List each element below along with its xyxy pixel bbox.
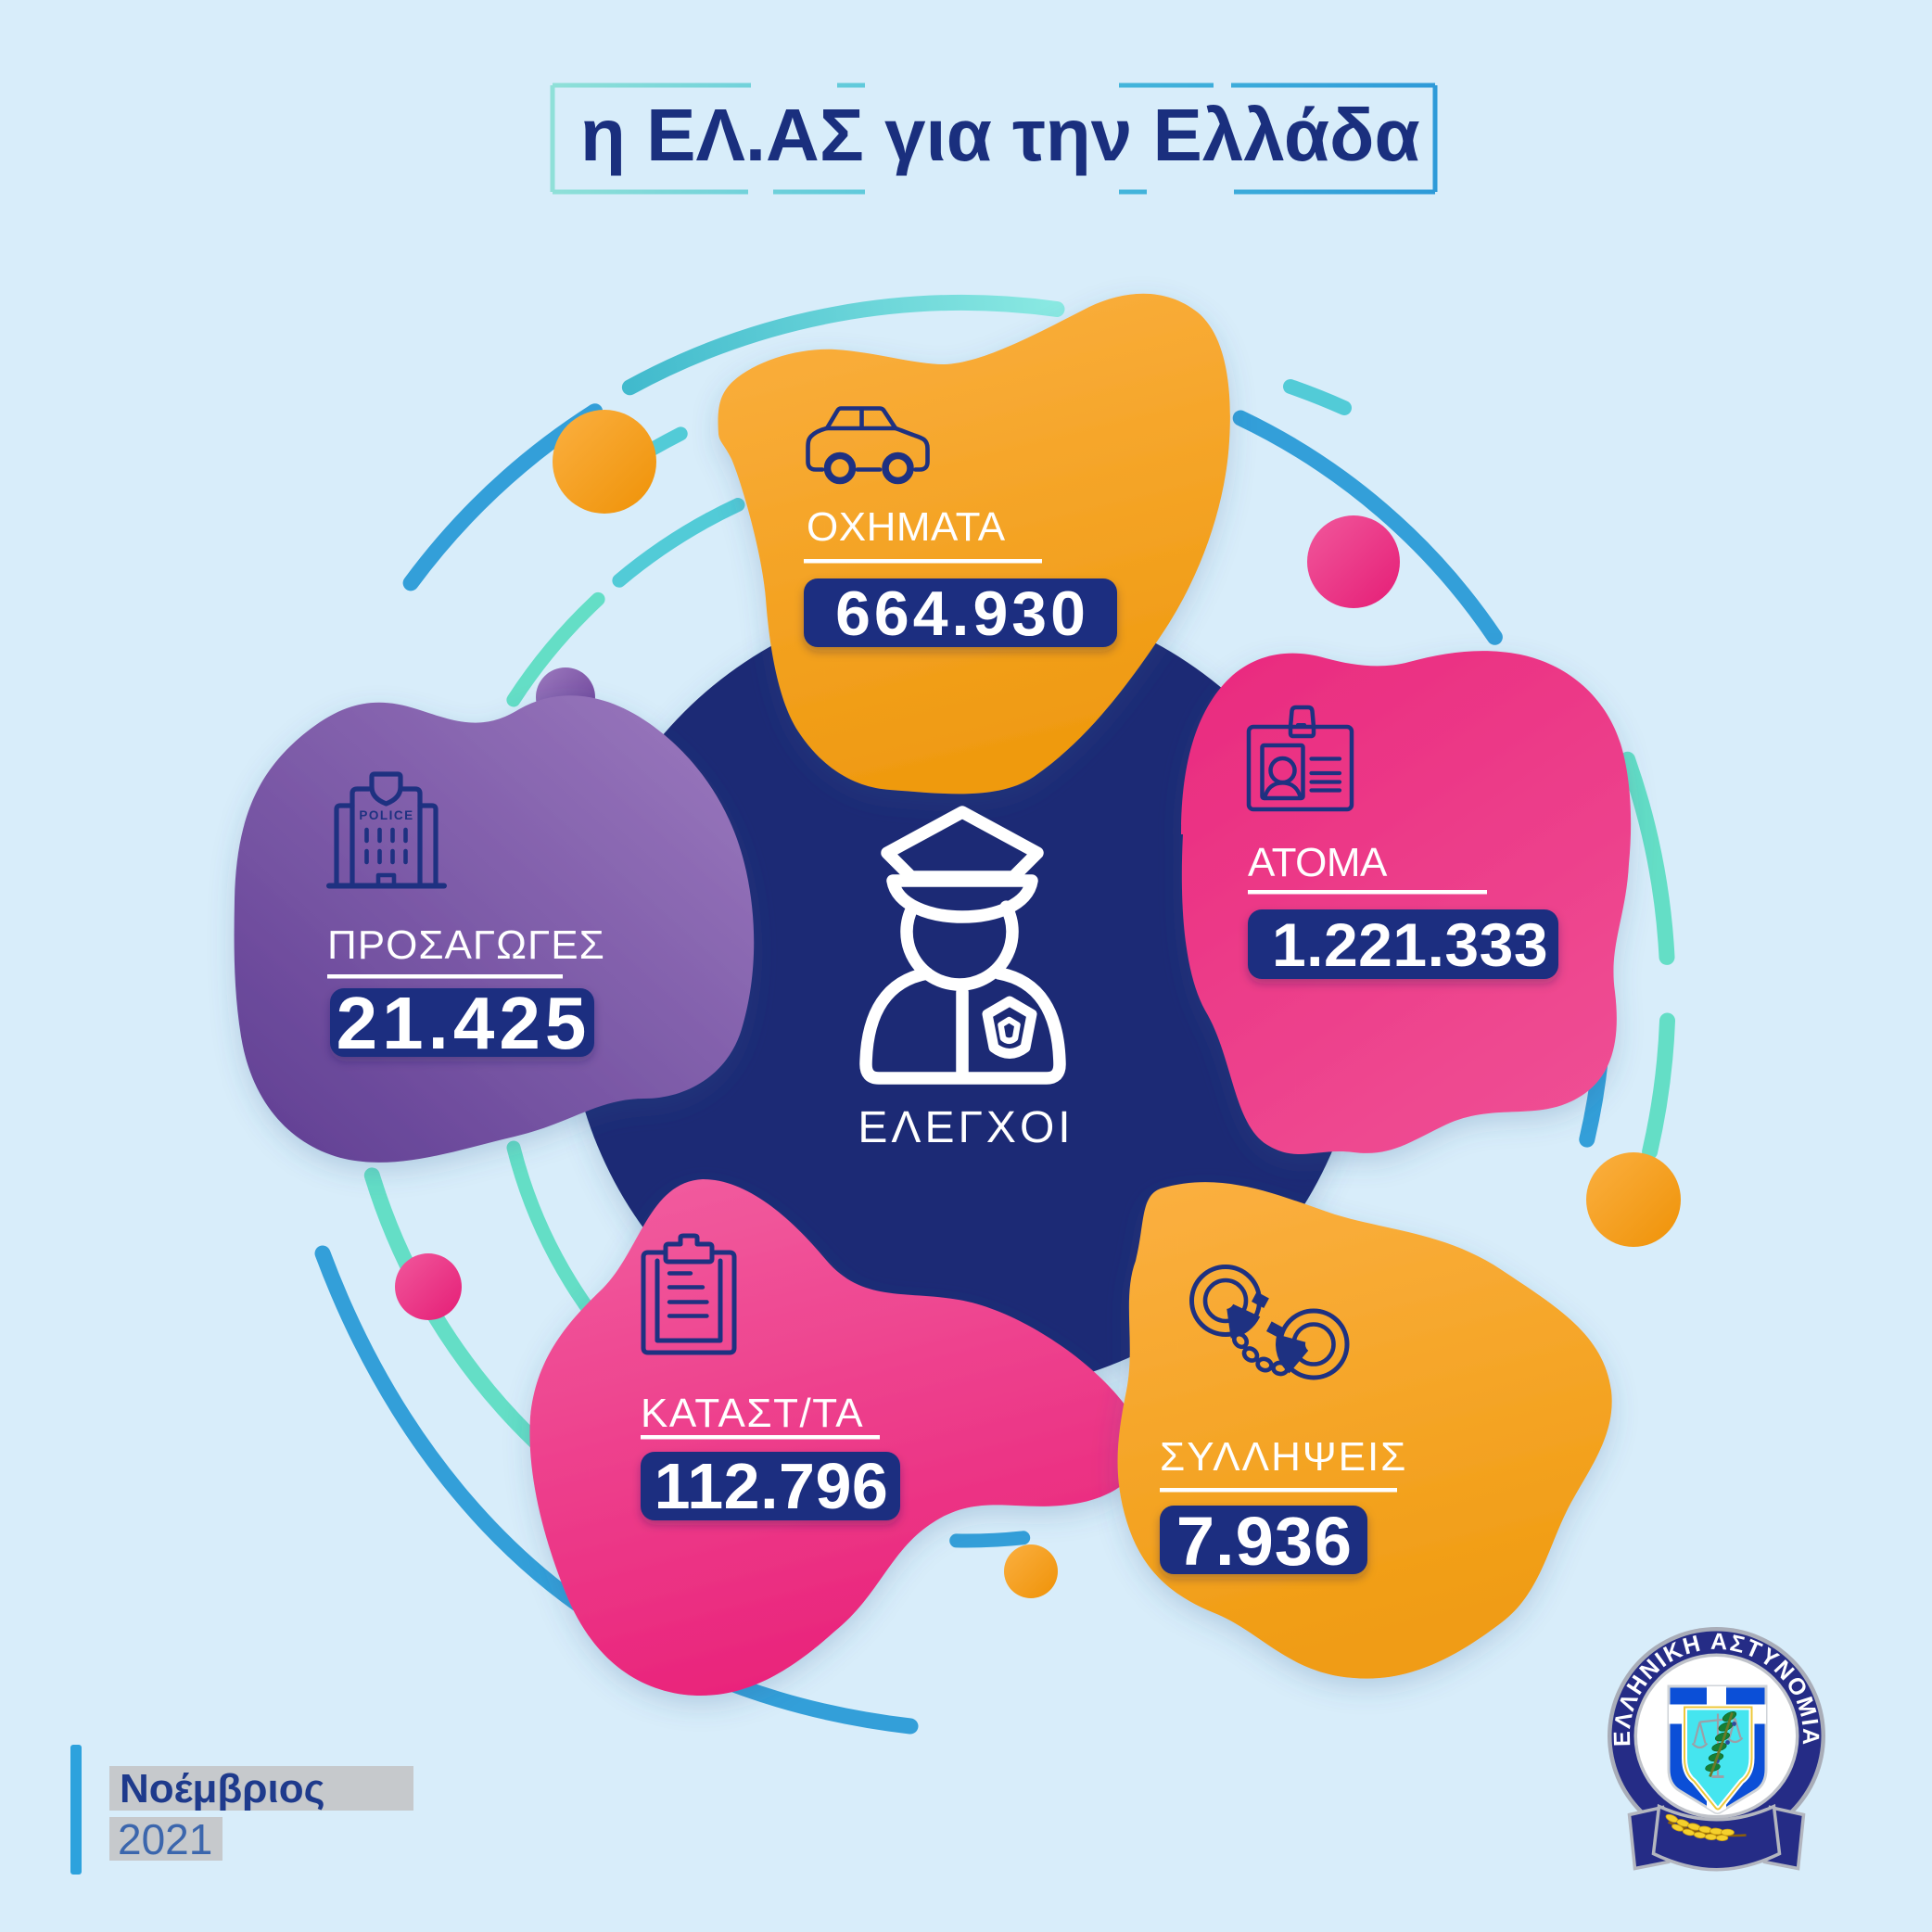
svg-text:Νοέμβριος: Νοέμβριος <box>120 1766 324 1811</box>
svg-text:ΠΡΟΣΑΓΩΓΕΣ: ΠΡΟΣΑΓΩΓΕΣ <box>327 922 605 968</box>
svg-text:η ΕΛ.ΑΣ για την Ελλάδα: η ΕΛ.ΑΣ για την Ελλάδα <box>580 94 1420 176</box>
svg-text:664.930: 664.930 <box>835 578 1089 649</box>
svg-text:POLICE: POLICE <box>359 808 413 822</box>
svg-text:1.221.333: 1.221.333 <box>1272 910 1548 979</box>
svg-text:ΑΤΟΜΑ: ΑΤΟΜΑ <box>1248 840 1388 885</box>
svg-text:7.936: 7.936 <box>1176 1503 1353 1580</box>
svg-text:21.425: 21.425 <box>337 982 591 1064</box>
svg-text:ΕΛΕΓΧΟΙ: ΕΛΕΓΧΟΙ <box>858 1103 1074 1152</box>
svg-text:ΟΧΗΜΑΤΑ: ΟΧΗΜΑΤΑ <box>807 504 1006 550</box>
svg-text:ΚΑΤΑΣΤ/ΤΑ: ΚΑΤΑΣΤ/ΤΑ <box>641 1391 864 1436</box>
svg-text:112.796: 112.796 <box>655 1450 889 1522</box>
svg-text:2021: 2021 <box>118 1815 212 1863</box>
svg-text:ΣΥΛΛΗΨΕΙΣ: ΣΥΛΛΗΨΕΙΣ <box>1160 1434 1407 1480</box>
